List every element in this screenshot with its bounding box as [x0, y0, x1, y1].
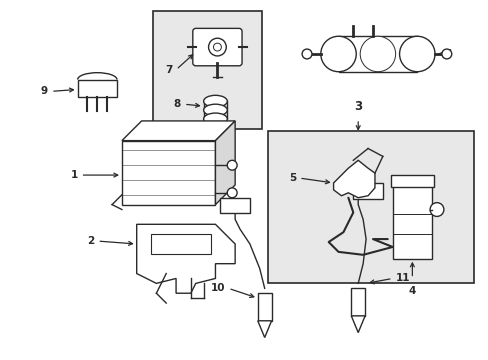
- Text: 2: 2: [87, 236, 94, 246]
- Bar: [338, 36, 416, 72]
- Bar: [153, 11, 261, 129]
- Polygon shape: [257, 321, 271, 338]
- Bar: [151, 234, 210, 254]
- Text: 8: 8: [173, 99, 181, 109]
- Polygon shape: [137, 224, 235, 293]
- Circle shape: [360, 36, 395, 72]
- Circle shape: [227, 160, 237, 170]
- Circle shape: [213, 43, 221, 51]
- Text: 5: 5: [288, 173, 296, 183]
- Bar: [122, 141, 215, 204]
- Text: 6: 6: [444, 49, 451, 59]
- Polygon shape: [122, 121, 235, 141]
- FancyBboxPatch shape: [192, 28, 242, 66]
- Bar: [350, 288, 365, 316]
- Bar: [257, 293, 271, 321]
- Polygon shape: [350, 316, 365, 333]
- Circle shape: [399, 36, 434, 72]
- Circle shape: [227, 188, 237, 198]
- Circle shape: [429, 203, 443, 216]
- Ellipse shape: [203, 113, 227, 125]
- Text: 9: 9: [41, 86, 48, 96]
- Text: 11: 11: [395, 274, 409, 283]
- Bar: [78, 80, 117, 97]
- Circle shape: [441, 49, 451, 59]
- Polygon shape: [333, 160, 374, 198]
- Text: 1: 1: [70, 170, 78, 180]
- Text: 3: 3: [353, 100, 362, 113]
- Polygon shape: [215, 121, 235, 204]
- Bar: [220, 198, 249, 213]
- Bar: [390, 175, 433, 187]
- Circle shape: [208, 38, 226, 56]
- Bar: [352, 183, 382, 199]
- Circle shape: [302, 49, 311, 59]
- Ellipse shape: [203, 104, 227, 116]
- Text: 7: 7: [165, 65, 173, 75]
- Bar: [267, 131, 473, 283]
- Ellipse shape: [203, 95, 227, 107]
- Text: 10: 10: [210, 283, 225, 293]
- Circle shape: [320, 36, 356, 72]
- Bar: [392, 185, 431, 259]
- Text: 4: 4: [408, 286, 415, 296]
